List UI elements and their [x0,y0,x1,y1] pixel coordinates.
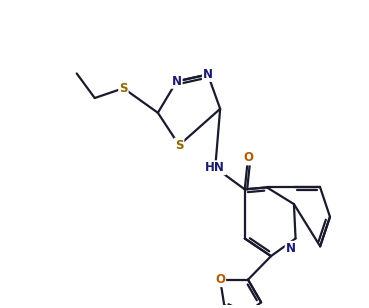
Text: N: N [286,242,296,255]
Text: O: O [243,152,253,164]
Text: S: S [119,82,128,95]
Text: HN: HN [205,161,225,174]
Text: N: N [203,68,213,81]
Text: N: N [172,75,182,88]
Text: O: O [215,273,225,286]
Text: S: S [175,139,183,152]
